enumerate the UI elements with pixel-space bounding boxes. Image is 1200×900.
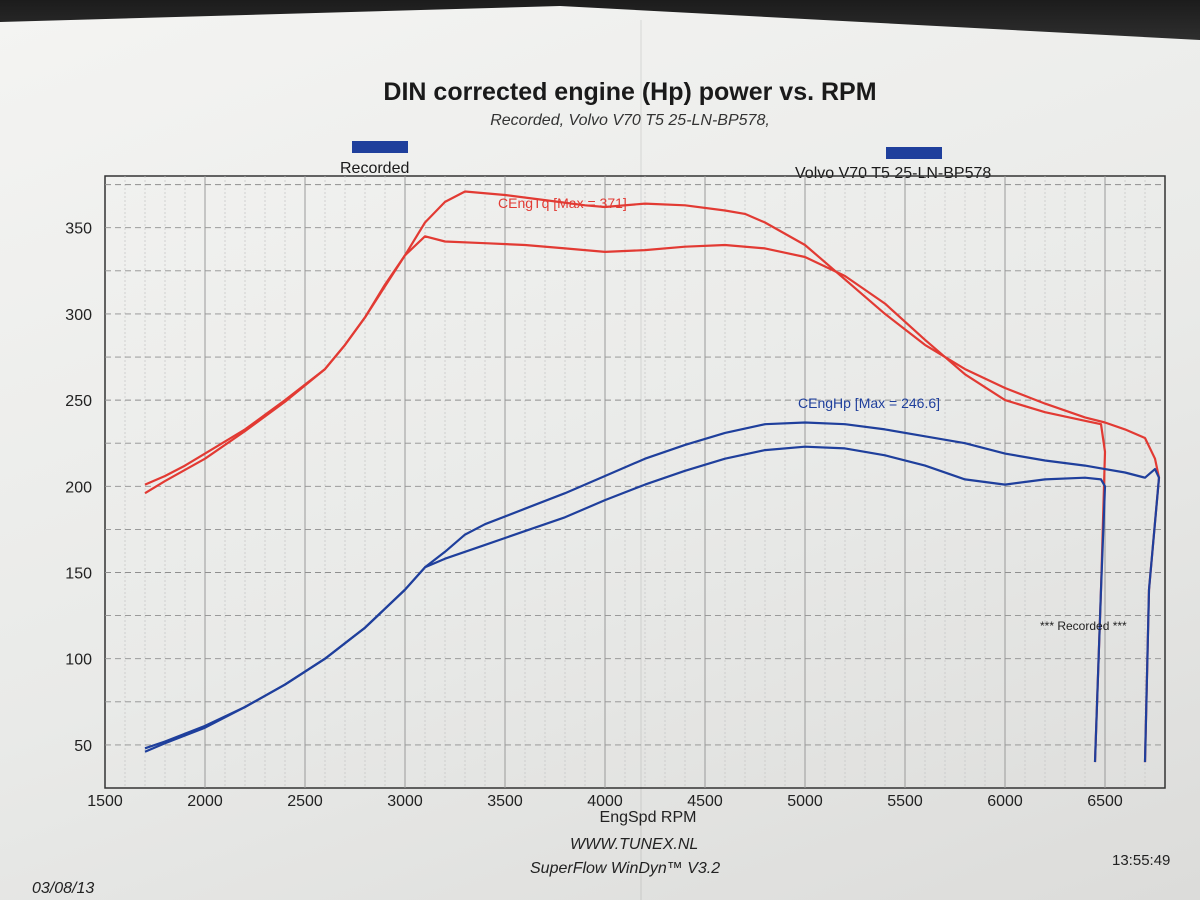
y-tick-label: 250 [65,393,92,410]
software-label: SuperFlow WinDyn™ V3.2 [530,860,721,877]
x-tick-label: 4500 [687,793,723,810]
power-annotation: CEngHp [Max = 246.6] [798,395,940,411]
x-tick-label: 6500 [1087,793,1123,810]
x-tick-label: 4000 [587,793,623,810]
series-line-3 [144,421,1161,763]
date-label: 03/08/13 [32,880,95,897]
recorded-annotation: *** Recorded *** [1040,619,1127,633]
x-tick-label: 3500 [487,793,523,810]
grid-lines [105,176,1165,788]
y-tick-label: 350 [65,221,92,238]
chart-title: DIN corrected engine (Hp) power vs. RPM [383,78,877,106]
series-line-2 [144,235,1107,763]
y-tick-labels: 50 100 150 200 250 300 350 [65,221,92,755]
legend-swatch-recorded [352,141,408,153]
x-tick-label: 3000 [387,793,423,810]
x-tick-label: 6000 [987,793,1023,810]
y-tick-label: 200 [65,479,92,496]
y-tick-label: 100 [65,652,92,669]
series-line-4 [144,445,1107,763]
plot-frame [104,175,1166,789]
legend-label-recorded: Recorded [340,160,410,177]
legend-swatch-vehicle [886,147,942,159]
y-tick-label: 50 [74,738,92,755]
chart-subtitle: Recorded, Volvo V70 T5 25-LN-BP578, [490,112,770,129]
website-label: WWW.TUNEX.NL [570,836,699,853]
x-tick-label: 1500 [87,793,123,810]
y-tick-label: 150 [65,566,92,583]
series-lines [144,190,1161,763]
x-tick-labels: 1500 2000 2500 3000 3500 4000 4500 5000 5500 6000… [87,793,1123,810]
y-tick-label: 300 [65,307,92,324]
x-tick-label: 5500 [887,793,923,810]
time-label: 13:55:49 [1112,852,1171,869]
x-tick-label: 2000 [187,793,223,810]
legend-label-vehicle: Volvo V70 T5 25-LN-BP578 [795,165,992,182]
x-tick-label: 5000 [787,793,823,810]
x-axis-label: EngSpd RPM [600,809,697,826]
x-tick-label: 2500 [287,793,323,810]
torque-annotation: CEngTq [Max = 371] [498,195,627,211]
